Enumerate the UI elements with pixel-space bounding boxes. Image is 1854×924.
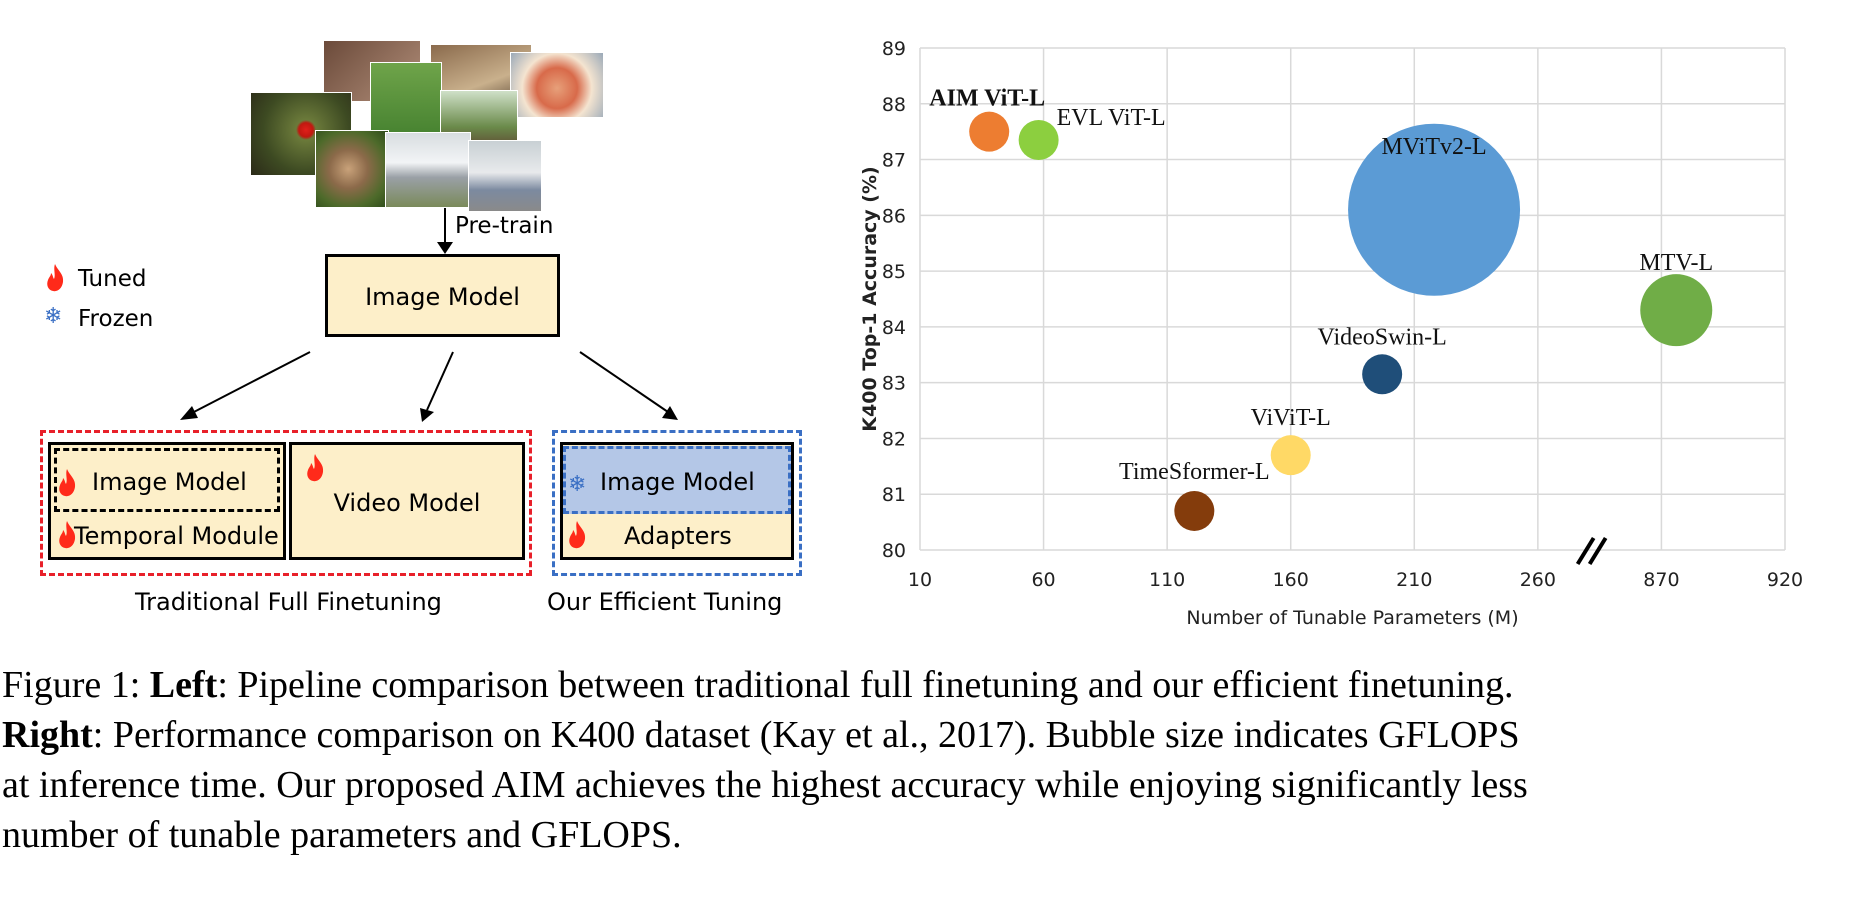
figure-label: Figure 1:: [2, 664, 150, 706]
bubble-timesformer-l: [1174, 490, 1215, 531]
flame-icon: [47, 264, 64, 292]
snowflake-icon: ❄: [568, 472, 587, 497]
x-tick-label: 110: [1149, 569, 1185, 591]
caption-left-text: : Pipeline comparison between traditiona…: [217, 664, 1514, 706]
flame-icon: [307, 454, 324, 482]
x-axis-label: Number of Tunable Parameters (M): [1186, 607, 1518, 629]
top-image-model-label: Image Model: [365, 283, 520, 311]
caption-line-1: Figure 1: Left: Pipeline comparison betw…: [2, 660, 1514, 710]
frozen-image-model-box: [563, 446, 791, 514]
video-model-box: Video Model: [289, 442, 525, 560]
y-tick-label: 85: [882, 261, 906, 283]
accuracy-vs-parameters-chart: 80 81 82 83 84 85 86 87 88 89 10 60 110 160 210 260 870 9…: [859, 38, 1803, 629]
x-tick-label: 920: [1767, 569, 1803, 591]
point-label-aim-vit-l: AIM ViT-L: [929, 86, 1045, 112]
chart-point-labels: AIM ViT-L EVL ViT-L MViTv2-L MTV-L VideoSwin…: [929, 86, 1713, 485]
point-label-timesformer-l: TimeSformer-L: [1119, 459, 1270, 485]
x-tick-label: 160: [1273, 569, 1309, 591]
caption-line-2: Right: Performance comparison on K400 da…: [2, 710, 1520, 760]
caption-right-bold: Right: [2, 714, 93, 756]
traditional-group: [40, 430, 532, 576]
y-tick-label: 82: [882, 428, 906, 450]
efficient-image-model-label: Image Model: [600, 468, 755, 496]
x-tick-label: 210: [1396, 569, 1432, 591]
x-tick-label: 870: [1643, 569, 1679, 591]
flame-icon: [569, 521, 586, 549]
caption-left-bold: Left: [149, 664, 218, 706]
y-tick-label: 87: [882, 150, 906, 172]
photo-tile: [468, 140, 542, 212]
legend-tuned-label: Tuned: [78, 266, 147, 292]
axis-break-mark: [1575, 536, 1596, 566]
chart-bubbles: [969, 111, 1713, 531]
point-label-evl-vit-l: EVL ViT-L: [1057, 105, 1166, 131]
efficient-caption: Our Efficient Tuning: [547, 588, 783, 616]
bubble-aim-vit-l: [969, 111, 1010, 152]
legend-frozen-label: Frozen: [78, 306, 154, 332]
y-axis-label: K400 Top-1 Accuracy (%): [859, 166, 881, 431]
chart-grid: [919, 47, 1786, 551]
x-tick-label: 60: [1031, 569, 1055, 591]
photo-tile: [510, 52, 604, 118]
photo-tile: [385, 132, 471, 208]
axis-break-mark: [1587, 536, 1608, 566]
flame-icon: [59, 469, 76, 497]
point-label-mtv-l: MTV-L: [1639, 250, 1713, 276]
temporal-module-label: Temporal Module: [74, 522, 279, 550]
y-tick-label: 88: [882, 94, 906, 116]
caption-line-3: at inference time. Our proposed AIM achi…: [2, 764, 1528, 806]
bubble-mtv-l: [1640, 274, 1713, 347]
y-tick-label: 89: [882, 38, 906, 60]
branch-arrows: [180, 351, 678, 422]
y-tick-label: 83: [882, 373, 906, 395]
y-tick-label: 86: [882, 205, 906, 227]
adapters-label: Adapters: [624, 522, 732, 550]
traditional-image-model-box: [54, 448, 280, 512]
caption-right-text: : Performance comparison on K400 dataset…: [92, 714, 1520, 756]
snowflake-icon: ❄: [44, 304, 63, 329]
caption-line-4: number of tunable parameters and GFLOPS.: [2, 814, 682, 856]
traditional-image-temporal-box: [48, 442, 286, 560]
flame-icon: [59, 521, 76, 549]
video-model-label: Video Model: [333, 489, 481, 517]
point-label-vivit-l: ViViT-L: [1251, 405, 1331, 431]
pretrain-arrow: [437, 208, 453, 254]
chart-ticks: 80 81 82 83 84 85 86 87 88 89 10 60 110 160 210 260 870 9…: [882, 38, 1803, 591]
y-tick-label: 84: [882, 317, 906, 339]
x-tick-label: 260: [1520, 569, 1556, 591]
traditional-caption: Traditional Full Finetuning: [135, 588, 442, 616]
bubble-evl-vit-l: [1018, 120, 1059, 161]
x-tick-label: 10: [908, 569, 932, 591]
bubble-vivit-l: [1270, 435, 1311, 476]
y-tick-label: 81: [882, 484, 906, 506]
point-label-mvitv2-l: MViTv2-L: [1381, 134, 1486, 160]
photo-tile: [315, 130, 389, 208]
y-tick-label: 80: [882, 540, 906, 562]
bubble-mvitv2-l: [1348, 123, 1521, 296]
efficient-group: [552, 430, 802, 576]
top-image-model-box: Image Model: [325, 254, 560, 337]
pretrain-label: Pre-train: [455, 213, 554, 239]
bubble-videoswin-l: [1362, 354, 1403, 395]
point-label-videoswin-l: VideoSwin-L: [1318, 324, 1447, 350]
traditional-image-model-label: Image Model: [92, 468, 247, 496]
